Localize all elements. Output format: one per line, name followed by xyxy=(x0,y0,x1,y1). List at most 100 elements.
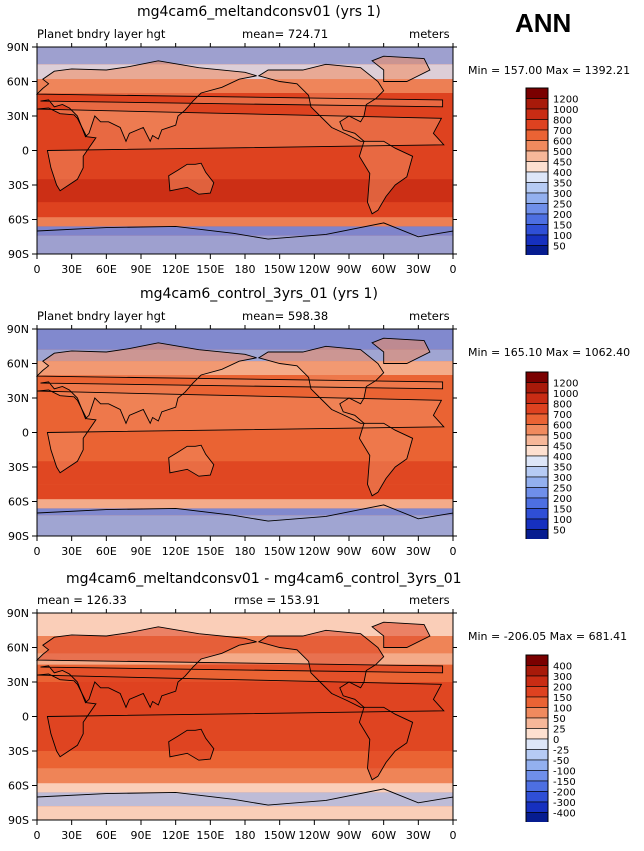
colorbar-box xyxy=(525,675,549,687)
colorbar-box xyxy=(525,413,549,425)
x-tick-label: 30W xyxy=(406,263,431,276)
colorbar-label: 100 xyxy=(553,704,572,715)
colorbar-label: 800 xyxy=(553,116,572,127)
y-tick-label: 60N xyxy=(7,358,29,371)
field-band xyxy=(37,515,453,536)
colorbar-box xyxy=(525,728,549,740)
colorbar-label: 200 xyxy=(553,683,572,694)
x-tick-label: 120W xyxy=(298,263,330,276)
land-field-s-america xyxy=(359,423,413,496)
y-tick-label: 90S xyxy=(8,530,29,543)
x-tick-label: 60W xyxy=(371,263,396,276)
x-tick-label: 120E xyxy=(162,545,190,558)
colorbar-box xyxy=(525,738,549,750)
colorbar-label: 1200 xyxy=(553,95,578,106)
coastline-africa xyxy=(36,389,445,474)
colorbar-label: 100 xyxy=(553,515,572,526)
colorbar-box xyxy=(525,665,549,677)
panel-title: mg4cam6_meltandconsv01 (yrs 1) xyxy=(137,4,381,20)
x-tick-label: 180 xyxy=(235,829,256,842)
coastline-s-america xyxy=(358,140,414,215)
colorbar-label: 300 xyxy=(553,672,572,683)
colorbar-label: 150 xyxy=(553,505,572,516)
colorbar-label: 400 xyxy=(553,168,572,179)
y-tick-label: 90N xyxy=(7,607,29,620)
colorbar-label: 1000 xyxy=(553,389,578,400)
coastline-eurasia xyxy=(35,626,444,709)
min-max-label: Min = 165.10 Max = 1062.40 xyxy=(468,346,631,359)
x-tick-label: 150E xyxy=(196,545,224,558)
x-tick-label: 60E xyxy=(96,263,117,276)
colorbar-label: 0 xyxy=(553,735,559,746)
x-tick-label: 0 xyxy=(450,545,457,558)
colorbar-box xyxy=(525,707,549,719)
coastline-eurasia xyxy=(35,342,444,425)
x-tick-label: 120E xyxy=(162,829,190,842)
colorbar-label: 800 xyxy=(553,400,572,411)
colorbar-box xyxy=(525,487,549,499)
colorbar-box xyxy=(525,87,549,99)
colorbar-frame xyxy=(525,654,549,822)
field-band xyxy=(37,792,453,807)
x-tick-label: 120W xyxy=(298,545,330,558)
land-field-eurasia xyxy=(37,342,443,424)
x-tick-label: 60W xyxy=(371,829,396,842)
field-band xyxy=(37,179,453,203)
colorbar-label: 150 xyxy=(553,221,572,232)
colorbar-label: 200 xyxy=(553,494,572,505)
colorbar-label: 600 xyxy=(553,421,572,432)
y-tick-label: 60N xyxy=(7,76,29,89)
x-tick-label: 150E xyxy=(196,829,224,842)
y-tick-label: 0 xyxy=(22,711,29,724)
colorbar-frame xyxy=(525,371,549,539)
colorbar-label: -400 xyxy=(553,809,576,820)
x-tick-label: 150W xyxy=(264,829,296,842)
coastline-greenland xyxy=(371,621,431,648)
colorbar-box xyxy=(525,759,549,771)
field-band xyxy=(37,783,453,793)
y-tick-label: 90N xyxy=(7,41,29,54)
colorbar-label: -200 xyxy=(553,788,576,799)
colorbar-frame xyxy=(525,87,549,255)
colorbar-label: 150 xyxy=(553,693,572,704)
land-field-australia xyxy=(168,163,214,195)
contour-map: 0 30E 60E 90E 120E 150E 180 150W 120W 90W 60W 30W 09… xyxy=(7,323,457,558)
field-band xyxy=(37,47,453,65)
field-band xyxy=(37,484,453,500)
land-field-greenland xyxy=(372,338,430,364)
colorbar-label: 300 xyxy=(553,473,572,484)
land-field-eurasia xyxy=(37,60,443,142)
mean-label: mean= 724.71 xyxy=(242,27,329,41)
x-tick-label: 150W xyxy=(264,263,296,276)
colorbar-label: 50 xyxy=(553,714,566,725)
colorbar-box xyxy=(525,801,549,813)
x-tick-label: 60E xyxy=(96,829,117,842)
colorbar-box xyxy=(525,203,549,215)
colorbar-box xyxy=(525,213,549,225)
colorbar-box xyxy=(525,455,549,467)
x-tick-label: 150E xyxy=(196,263,224,276)
x-tick-label: 90W xyxy=(337,545,362,558)
x-tick-label: 0 xyxy=(34,263,41,276)
colorbar-box xyxy=(525,392,549,404)
colorbar-box xyxy=(525,161,549,173)
panel-title: mg4cam6_meltandconsv01 - mg4cam6_control… xyxy=(66,571,462,587)
land-field-n-america xyxy=(258,630,384,708)
colorbar-box xyxy=(525,371,549,383)
colorbar-box xyxy=(525,770,549,782)
colorbar-box xyxy=(525,434,549,446)
panel-2: mg4cam6_control_3yrs_01 (yrs 1) Planet b… xyxy=(0,283,644,566)
colorbar-box xyxy=(525,780,549,792)
coastline-africa xyxy=(36,673,445,758)
colorbar-box xyxy=(525,791,549,803)
colorbar-label: 450 xyxy=(553,442,572,453)
x-tick-label: 30E xyxy=(61,829,82,842)
colorbar-label: 400 xyxy=(553,662,572,673)
x-tick-label: 0 xyxy=(450,829,457,842)
colorbar-box xyxy=(525,749,549,761)
coastline-australia xyxy=(168,728,215,761)
x-tick-label: 150W xyxy=(264,545,296,558)
colorbar-box xyxy=(525,245,549,255)
y-tick-label: 90S xyxy=(8,814,29,827)
x-tick-label: 90W xyxy=(337,263,362,276)
